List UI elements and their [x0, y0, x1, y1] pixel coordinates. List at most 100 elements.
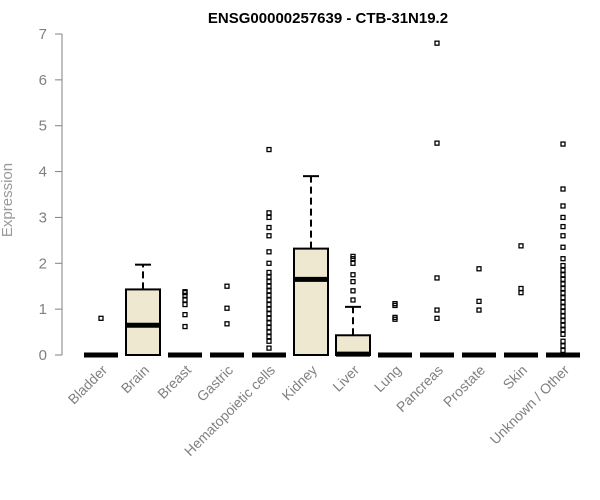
axes: 0 1 2 3 4 5 6 7 [39, 26, 63, 364]
outlier-point [560, 343, 566, 349]
x-tick-label: Prostate [440, 362, 488, 410]
box-group [168, 289, 202, 358]
outlier-point [560, 281, 566, 287]
box-rect [293, 247, 329, 357]
outlier-point [476, 298, 482, 304]
x-tick-label: Brain [118, 362, 152, 396]
outlier-point [434, 40, 440, 46]
y-tick-label: 4 [39, 164, 47, 181]
x-tick-label: Pancreas [393, 362, 446, 415]
outlier-point [560, 186, 566, 192]
outlier-point [266, 274, 272, 280]
box-group [125, 263, 161, 356]
outlier-point [266, 306, 272, 312]
outlier-point [560, 256, 566, 262]
box-group [378, 300, 412, 358]
chart-title: ENSG00000257639 - CTB-31N19.2 [208, 10, 448, 27]
outlier-point [224, 321, 230, 327]
outlier-point [266, 260, 272, 266]
outlier-point [560, 223, 566, 230]
outlier-point [560, 322, 566, 328]
outlier-point [224, 305, 230, 311]
outlier-point [182, 323, 188, 330]
outlier-point [266, 146, 272, 153]
outlier-point [518, 243, 524, 249]
box-group [252, 146, 286, 358]
box-group [420, 40, 454, 358]
outlier-point [476, 266, 482, 272]
outlier-point [518, 289, 524, 296]
outlier-point [266, 278, 272, 285]
outlier-point [98, 315, 104, 321]
outlier-point [560, 267, 566, 273]
y-tick-label: 6 [39, 72, 47, 89]
outlier-point [350, 297, 356, 303]
outlier-point [266, 315, 272, 321]
outlier-point [392, 300, 398, 307]
outlier-point [560, 317, 566, 324]
x-tick-label: Liver [329, 362, 362, 395]
outlier-point [560, 141, 566, 147]
y-tick-label: 5 [39, 118, 47, 135]
outlier-point [560, 304, 566, 310]
x-tick-label: Bladder [65, 362, 111, 408]
outlier-point [350, 253, 356, 260]
outlier-point [266, 292, 272, 299]
outlier-point [182, 297, 188, 303]
outlier-point [560, 308, 566, 315]
outlier-point [266, 311, 272, 317]
outlier-point [266, 320, 272, 326]
outlier-point [560, 262, 566, 269]
outlier-point [560, 347, 566, 354]
outlier-point [560, 331, 566, 338]
outlier-point [182, 301, 188, 308]
x-tick-label: Skin [500, 362, 531, 393]
outlier-point [560, 313, 566, 319]
outlier-point [266, 214, 272, 221]
outlier-point [560, 214, 566, 221]
outlier-point [560, 299, 566, 305]
x-tick-label: Unknown / Other [487, 362, 573, 448]
outlier-point [350, 272, 356, 278]
outlier-point [224, 283, 230, 289]
y-tick-label: 3 [39, 209, 47, 226]
box-group [335, 253, 371, 357]
outlier-point [266, 233, 272, 239]
outlier-point [434, 275, 440, 281]
outlier-point [476, 307, 482, 313]
outlier-point [266, 224, 272, 231]
y-tick-label: 0 [39, 347, 47, 364]
outlier-point [182, 289, 188, 295]
outlier-point [560, 272, 566, 278]
outlier-point [560, 285, 566, 292]
x-tick-label: Lung [371, 362, 404, 395]
outlier-point [560, 233, 566, 239]
outlier-point [518, 285, 524, 292]
outlier-point [560, 276, 566, 282]
outlier-point [560, 290, 566, 296]
outlier-point [266, 283, 272, 289]
box-group [293, 175, 329, 357]
outlier-point [560, 338, 566, 344]
boxes [84, 40, 580, 358]
box-group [462, 266, 496, 358]
outlier-point [266, 345, 272, 351]
y-tick-label: 7 [39, 26, 47, 43]
outlier-point [350, 260, 356, 266]
outlier-point [266, 249, 272, 255]
x-tick-label: Breast [154, 362, 194, 402]
y-tick-label: 2 [39, 255, 47, 272]
outlier-point [266, 334, 272, 340]
box-group [210, 283, 244, 358]
outlier-point [266, 288, 272, 294]
outlier-point [266, 329, 272, 335]
outlier-point [560, 295, 566, 301]
outlier-point [266, 301, 272, 308]
outlier-point [350, 278, 356, 285]
outlier-point [266, 269, 272, 276]
outlier-point [392, 314, 398, 321]
outlier-point [266, 297, 272, 303]
